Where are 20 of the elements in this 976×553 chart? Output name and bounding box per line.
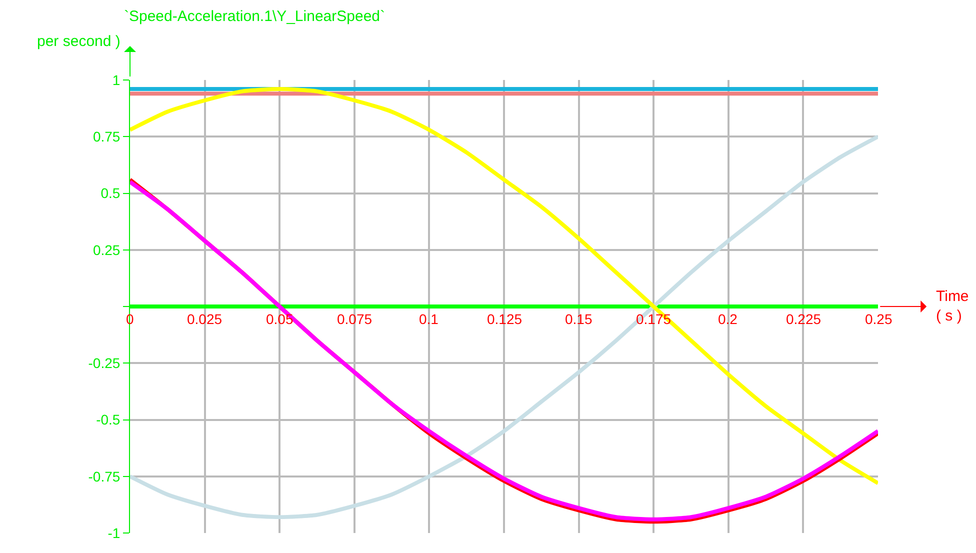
x-tick-label: 0.125: [487, 311, 522, 327]
x-tick-label: 0.1: [419, 311, 439, 327]
y-tick-label: 0.75: [92, 128, 120, 145]
x-tick-label: 0.075: [337, 311, 372, 327]
x-tick-label: 0.15: [565, 311, 592, 327]
chart-title: `Speed-Acceleration.1\Y_LinearSpeed`: [124, 8, 385, 25]
x-tick-label: 0.2: [718, 311, 738, 327]
y-axis-title: per second ): [37, 33, 120, 50]
x-tick-label: 0.025: [187, 311, 222, 327]
y-tick-label: 0.5: [100, 185, 120, 202]
x-axis-title: Time ( s ): [936, 288, 969, 324]
y-tick-label: 1: [112, 72, 120, 88]
y-tick-label: 0.25: [92, 242, 120, 258]
x-tick-label: 0.225: [786, 311, 822, 327]
y-tick-label: -0.75: [88, 468, 120, 484]
x-tick-label: 0.05: [266, 311, 294, 327]
y-tick-label: -0.25: [88, 355, 120, 372]
y-tick-label: -1: [108, 524, 120, 541]
x-tick-label: 0.25: [865, 311, 892, 327]
y-tick-label: -0.5: [96, 412, 120, 428]
